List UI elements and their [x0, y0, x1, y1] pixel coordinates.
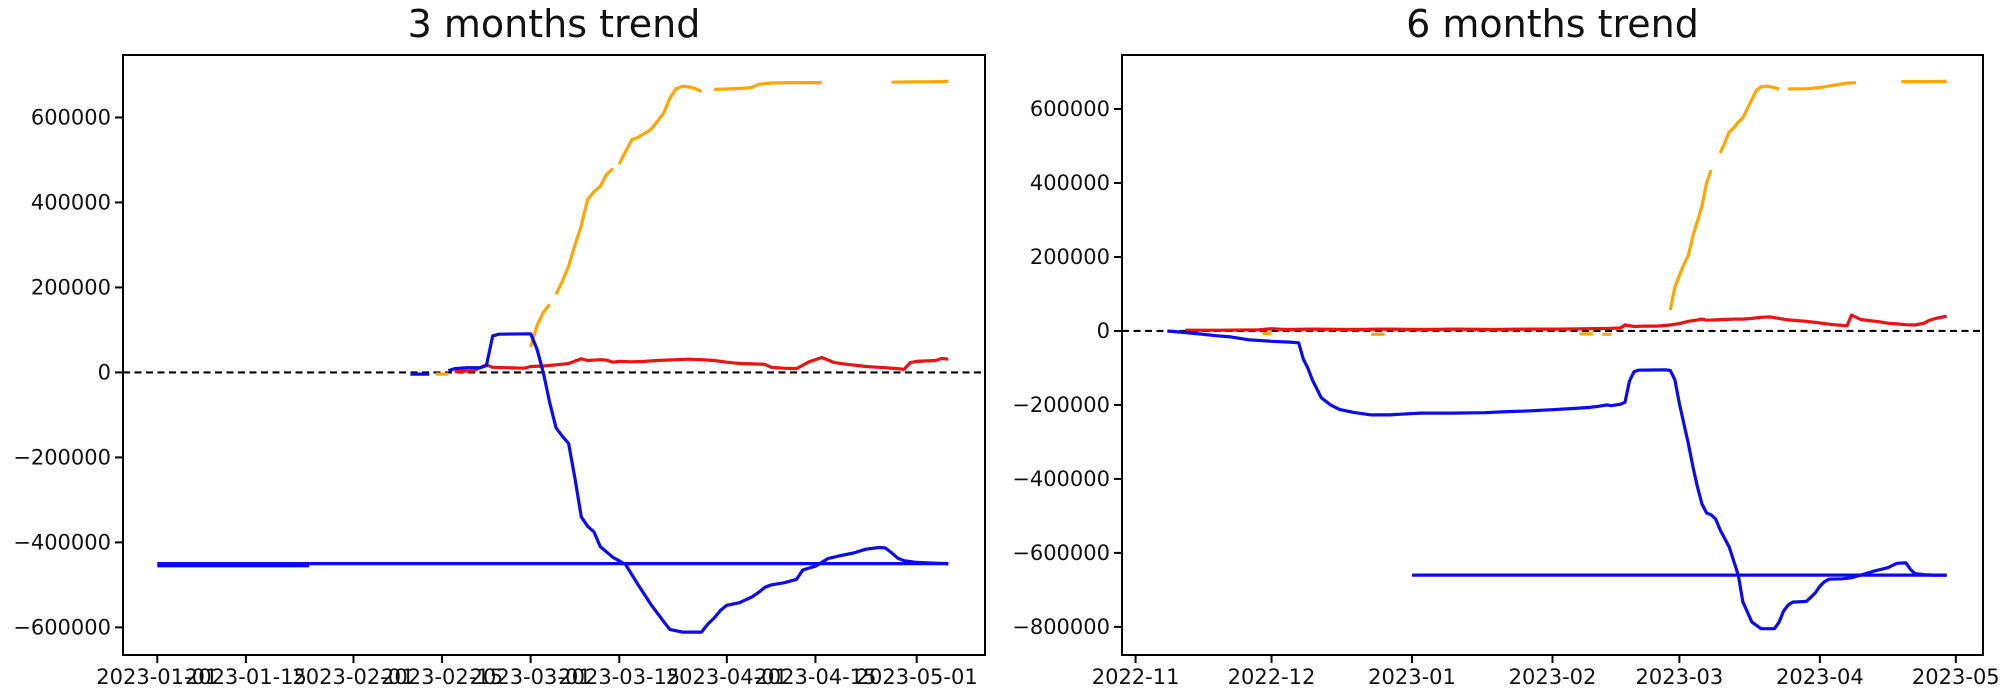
axes-frame: [1121, 54, 1984, 656]
y-tick-label: −600000: [13, 615, 111, 639]
x-tick-label: 2023-01: [1368, 665, 1456, 689]
x-tick-label: 2022-12: [1228, 665, 1316, 689]
x-tick-label: 2022-11: [1092, 665, 1180, 689]
chart-title-6-months-trend: 6 months trend: [1406, 2, 1699, 46]
x-tick-label: 2023-03-01: [470, 665, 592, 689]
y-tick-label: −400000: [1012, 467, 1110, 491]
chart-3-months-trend: 2023-01-012023-01-152023-02-012023-02-15…: [13, 54, 986, 689]
series-red-line: [454, 355, 949, 374]
x-tick-label: 2023-02-01: [292, 665, 414, 689]
series-orange-line: [1262, 79, 1947, 336]
series-blue-line: [1167, 329, 1947, 631]
x-tick-label: 2023-05-01: [856, 665, 978, 689]
y-tick-label: −800000: [1012, 615, 1110, 639]
x-tick-label: 2023-01-01: [96, 665, 218, 689]
chart-title-3-months-trend: 3 months trend: [407, 2, 701, 46]
y-tick-label: 400000: [31, 190, 111, 214]
y-tick-label: 600000: [1030, 97, 1110, 121]
y-tick-label: 0: [98, 360, 111, 384]
y-tick-label: 200000: [1030, 245, 1110, 269]
series-red-line: [1185, 313, 1948, 332]
x-tick-label: 2023-03-15: [558, 665, 680, 689]
series-blue-line: [410, 332, 949, 634]
y-tick-label: −200000: [13, 445, 111, 469]
y-tick-label: 600000: [31, 105, 111, 129]
x-tick-label: 2023-02-15: [381, 665, 503, 689]
y-tick-label: 200000: [31, 275, 111, 299]
x-tick-label: 2023-04-15: [754, 665, 876, 689]
x-tick-label: 2023-04: [1776, 665, 1864, 689]
x-tick-label: 2023-05: [1912, 665, 2000, 689]
y-tick-label: 400000: [1030, 171, 1110, 195]
y-tick-label: −400000: [13, 530, 111, 554]
x-tick-label: 2023-02: [1509, 665, 1597, 689]
x-tick-label: 2023-03: [1636, 665, 1724, 689]
axes-frame: [122, 54, 986, 656]
chart-6-months-trend: 2022-11 2022-12 2023-01 2023-02 2023-03 2023-…: [1012, 54, 2000, 689]
x-tick-label: 2023-04-01: [666, 665, 788, 689]
series-orange-line: [435, 79, 949, 376]
y-tick-label: −600000: [1012, 541, 1110, 565]
x-tick-label: 2023-01-15: [185, 665, 307, 689]
y-tick-label: 0: [1097, 319, 1110, 343]
y-tick-label: −200000: [1012, 393, 1110, 417]
